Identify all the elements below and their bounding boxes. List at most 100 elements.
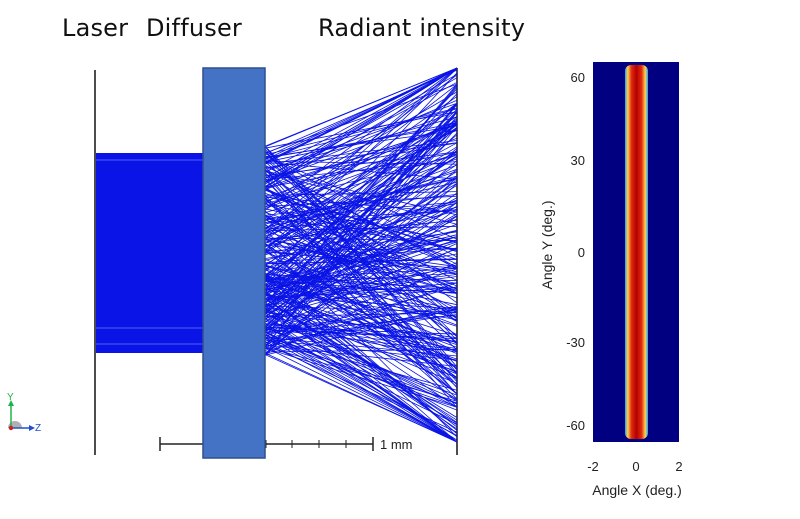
ray bbox=[264, 99, 458, 183]
ray bbox=[264, 109, 458, 286]
ray bbox=[264, 317, 458, 401]
y-arrow-head bbox=[8, 400, 14, 406]
ray bbox=[264, 176, 458, 318]
ray bbox=[264, 67, 458, 188]
ray bbox=[264, 276, 458, 354]
ray bbox=[264, 251, 458, 269]
z-arrow-head bbox=[29, 425, 35, 431]
ray bbox=[264, 107, 458, 156]
ray bbox=[264, 275, 458, 348]
ray bbox=[264, 323, 458, 443]
ray bbox=[264, 200, 458, 247]
ray bbox=[264, 67, 458, 185]
ray bbox=[264, 151, 458, 345]
ray bbox=[264, 140, 458, 165]
ray bbox=[264, 195, 458, 207]
ray bbox=[264, 151, 458, 177]
ray bbox=[264, 148, 458, 338]
ray bbox=[264, 339, 458, 407]
axis-triad: Y Z bbox=[7, 392, 41, 434]
ray bbox=[264, 231, 458, 259]
ray bbox=[264, 111, 458, 149]
ray bbox=[264, 161, 458, 165]
intensity-stripe bbox=[625, 65, 648, 439]
ray bbox=[264, 249, 458, 394]
ray bbox=[264, 229, 458, 276]
ray bbox=[264, 124, 458, 188]
y-tick: -60 bbox=[566, 418, 585, 433]
ray bbox=[264, 327, 458, 396]
ray bbox=[264, 129, 458, 158]
y-tick: 30 bbox=[571, 153, 585, 168]
diffuser-label: Diffuser bbox=[146, 14, 242, 42]
ray bbox=[264, 189, 458, 252]
ray bbox=[264, 236, 458, 299]
ray bbox=[264, 242, 458, 378]
ray bbox=[264, 110, 458, 304]
scattered-rays bbox=[264, 67, 458, 443]
triad-origin bbox=[8, 425, 14, 431]
ray bbox=[264, 201, 458, 220]
ray bbox=[264, 315, 458, 443]
ray bbox=[264, 142, 458, 169]
ray bbox=[264, 124, 458, 267]
ray bbox=[264, 274, 458, 336]
ray bbox=[264, 337, 458, 443]
ray bbox=[264, 67, 458, 147]
ray bbox=[264, 198, 458, 380]
triad-y-label: Y bbox=[7, 392, 14, 403]
ray bbox=[264, 166, 458, 351]
ray bbox=[264, 348, 458, 353]
ray bbox=[264, 169, 458, 265]
y-tick: -30 bbox=[566, 335, 585, 350]
ray bbox=[264, 276, 458, 301]
ray bbox=[264, 67, 458, 173]
ray bbox=[264, 122, 458, 163]
ray bbox=[264, 83, 458, 313]
ray bbox=[264, 230, 458, 294]
ray bbox=[264, 219, 458, 241]
ray bbox=[264, 243, 458, 438]
ray bbox=[264, 216, 458, 310]
x-tick: 0 bbox=[632, 459, 639, 474]
ray bbox=[264, 309, 458, 408]
ray bbox=[264, 102, 458, 272]
laser-beam bbox=[96, 153, 203, 353]
radiant-intensity-label: Radiant intensity bbox=[318, 14, 526, 42]
ray bbox=[264, 341, 458, 443]
ray bbox=[264, 168, 458, 340]
ray bbox=[264, 276, 458, 362]
y-tick-labels: 60 30 0 -30 -60 bbox=[566, 70, 585, 433]
ray bbox=[264, 230, 458, 403]
ray bbox=[264, 301, 458, 443]
ray bbox=[264, 137, 458, 209]
ray bbox=[264, 210, 458, 261]
ray bbox=[264, 67, 458, 161]
ray bbox=[264, 237, 458, 385]
ray bbox=[264, 84, 458, 234]
ray bbox=[264, 146, 458, 266]
x-axis-label: Angle X (deg.) bbox=[592, 482, 682, 498]
ray bbox=[264, 337, 458, 404]
scale-bar: 1 mm bbox=[159, 437, 413, 452]
ray bbox=[264, 277, 458, 400]
ray bbox=[264, 264, 458, 344]
ray bbox=[264, 127, 458, 279]
ray bbox=[264, 203, 458, 242]
ray bbox=[264, 202, 458, 348]
ray bbox=[264, 67, 458, 211]
ray bbox=[264, 265, 458, 306]
ray bbox=[264, 352, 458, 443]
ray bbox=[264, 91, 458, 204]
diffuser-slab bbox=[202, 67, 266, 459]
ray bbox=[264, 344, 458, 367]
ray bbox=[264, 116, 458, 170]
ray bbox=[264, 175, 458, 318]
ray bbox=[264, 151, 458, 189]
ray bbox=[264, 115, 458, 241]
x-tick-labels: -2 0 2 bbox=[587, 459, 682, 474]
x-tick: -2 bbox=[587, 459, 599, 474]
ray bbox=[264, 314, 458, 334]
ray bbox=[264, 153, 458, 271]
